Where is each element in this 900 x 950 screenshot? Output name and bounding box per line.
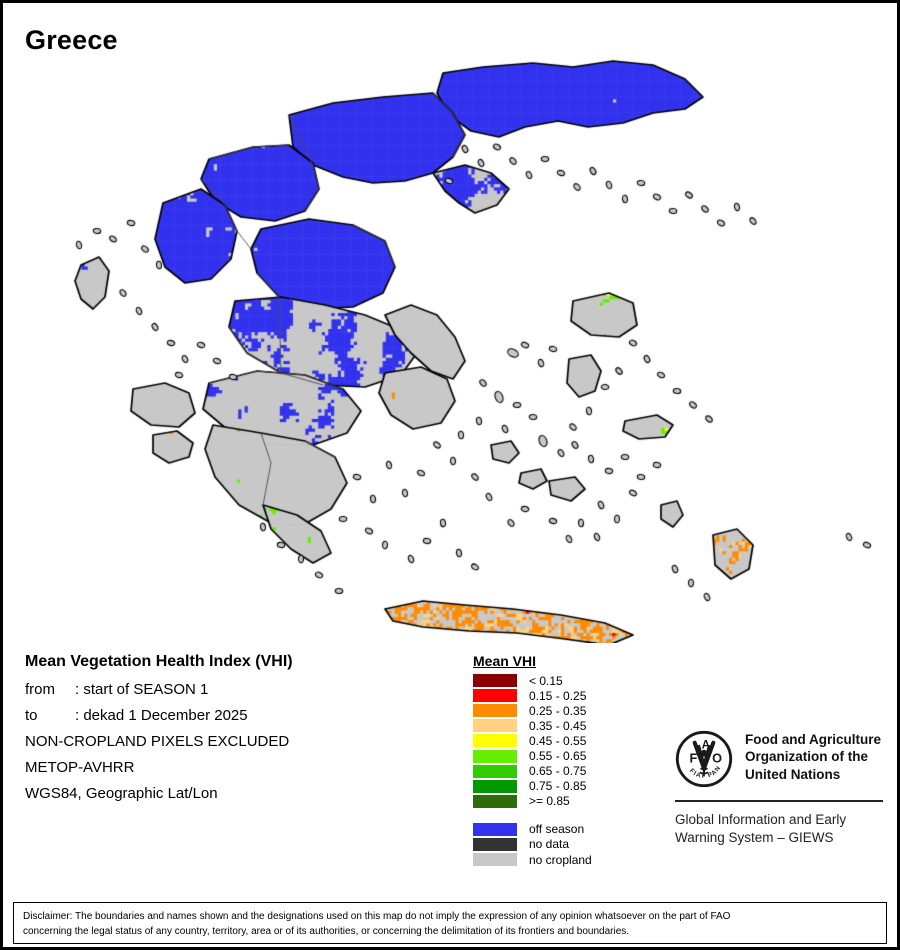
legend-spacer xyxy=(473,809,643,822)
legend-class-label: 0.75 - 0.85 xyxy=(529,779,587,794)
metadata-heading: Mean Vegetation Health Index (VHI) xyxy=(25,653,293,670)
legend-class-list: < 0.15 0.15 - 0.25 0.25 - 0.35 0.35 - 0.45 0… xyxy=(473,673,643,809)
legend-special-swatch xyxy=(473,822,517,836)
svg-text:A: A xyxy=(702,739,711,752)
legend-class-swatch xyxy=(473,794,517,808)
legend-special-swatch xyxy=(473,853,517,867)
legend-title: Mean VHI xyxy=(473,653,537,669)
metadata-to-row: to : dekad 1 December 2025 xyxy=(25,707,455,724)
giews-label: Global Information and Early Warning Sys… xyxy=(675,811,885,847)
metadata-from-value: : start of SEASON 1 xyxy=(75,681,209,698)
legend-special-label: off season xyxy=(529,822,585,837)
legend-special-row: no cropland xyxy=(473,852,643,867)
metadata-from-row: from : start of SEASON 1 xyxy=(25,681,455,698)
fao-name-line-1: Food and Agriculture xyxy=(745,732,881,747)
legend-class-label: 0.15 - 0.25 xyxy=(529,688,587,703)
svg-text:O: O xyxy=(712,750,722,765)
legend-class-swatch xyxy=(473,704,517,718)
legend-class-label: < 0.15 xyxy=(529,673,563,688)
legend-class-swatch xyxy=(473,689,517,703)
disclaimer-line-1: Disclaimer: The boundaries and names sho… xyxy=(23,911,731,922)
map-area[interactable] xyxy=(13,53,891,643)
legend-class-label: >= 0.85 xyxy=(529,794,570,809)
map-metadata: Mean Vegetation Health Index (VHI) from:… xyxy=(25,653,455,811)
disclaimer-line-2: concerning the legal status of any count… xyxy=(23,925,630,937)
legend-class-row: 0.55 - 0.65 xyxy=(473,748,643,763)
metadata-to-value: : dekad 1 December 2025 xyxy=(75,707,248,724)
legend-class-label: 0.25 - 0.35 xyxy=(529,703,587,718)
legend-class-label: 0.45 - 0.55 xyxy=(529,733,587,748)
legend-class-row: 0.25 - 0.35 xyxy=(473,703,643,718)
legend-class-swatch xyxy=(473,734,517,748)
legend-class-swatch xyxy=(473,719,517,733)
legend-class-row: 0.65 - 0.75 xyxy=(473,764,643,779)
metadata-to-key: to xyxy=(25,707,38,724)
giews-line-1: Global Information and Early xyxy=(675,812,847,827)
legend-class-label: 0.65 - 0.75 xyxy=(529,764,587,779)
svg-text:F: F xyxy=(690,750,698,765)
legend-class-swatch xyxy=(473,764,517,778)
legend-special-row: off season xyxy=(473,822,643,837)
page-title: Greece xyxy=(25,25,118,55)
legend-special-label: no data xyxy=(529,837,570,852)
metadata-projection: WGS84, Geographic Lat/Lon xyxy=(25,785,218,802)
legend-special-list: off season no data no cropland xyxy=(473,822,643,867)
fao-name-line-3: United Nations xyxy=(745,766,841,782)
legend-class-label: 0.55 - 0.65 xyxy=(529,749,587,764)
legend-special-swatch xyxy=(473,837,517,851)
legend-class-row: >= 0.85 xyxy=(473,794,643,809)
metadata-sensor: METOP-AVHRR xyxy=(25,759,135,776)
legend-class-row: 0.15 - 0.25 xyxy=(473,688,643,703)
fao-branding: F A O FIAT PANIS Food and Agriculture Or… xyxy=(672,725,885,847)
legend-class-row: 0.75 - 0.85 xyxy=(473,779,643,794)
legend-class-row: 0.35 - 0.45 xyxy=(473,718,643,733)
giews-line-2: Warning System – GIEWS xyxy=(675,829,834,845)
fao-emblem-icon: F A O FIAT PANIS xyxy=(672,725,733,788)
legend-class-swatch xyxy=(473,674,517,688)
fao-name-line-2: Organization of the xyxy=(745,749,868,765)
vhi-map-canvas[interactable] xyxy=(13,53,891,643)
fao-divider xyxy=(675,800,883,802)
legend-class-row: 0.45 - 0.55 xyxy=(473,733,643,748)
legend-class-swatch xyxy=(473,779,517,793)
legend-class-label: 0.35 - 0.45 xyxy=(529,718,587,733)
disclaimer: Disclaimer: The boundaries and names sho… xyxy=(13,902,887,944)
legend: Mean VHI < 0.15 0.15 - 0.25 0.25 - 0.35 0.3… xyxy=(473,653,643,867)
legend-special-row: no data xyxy=(473,837,643,852)
metadata-cropland-note: NON-CROPLAND PIXELS EXCLUDED xyxy=(25,733,290,750)
legend-special-label: no cropland xyxy=(529,852,592,867)
legend-class-row: < 0.15 xyxy=(473,673,643,688)
fao-organization-name: Food and Agriculture Organization of the… xyxy=(745,730,881,783)
metadata-from-key: from xyxy=(25,681,55,698)
fao-logo-row: F A O FIAT PANIS Food and Agriculture Or… xyxy=(672,725,885,788)
legend-class-swatch xyxy=(473,749,517,763)
